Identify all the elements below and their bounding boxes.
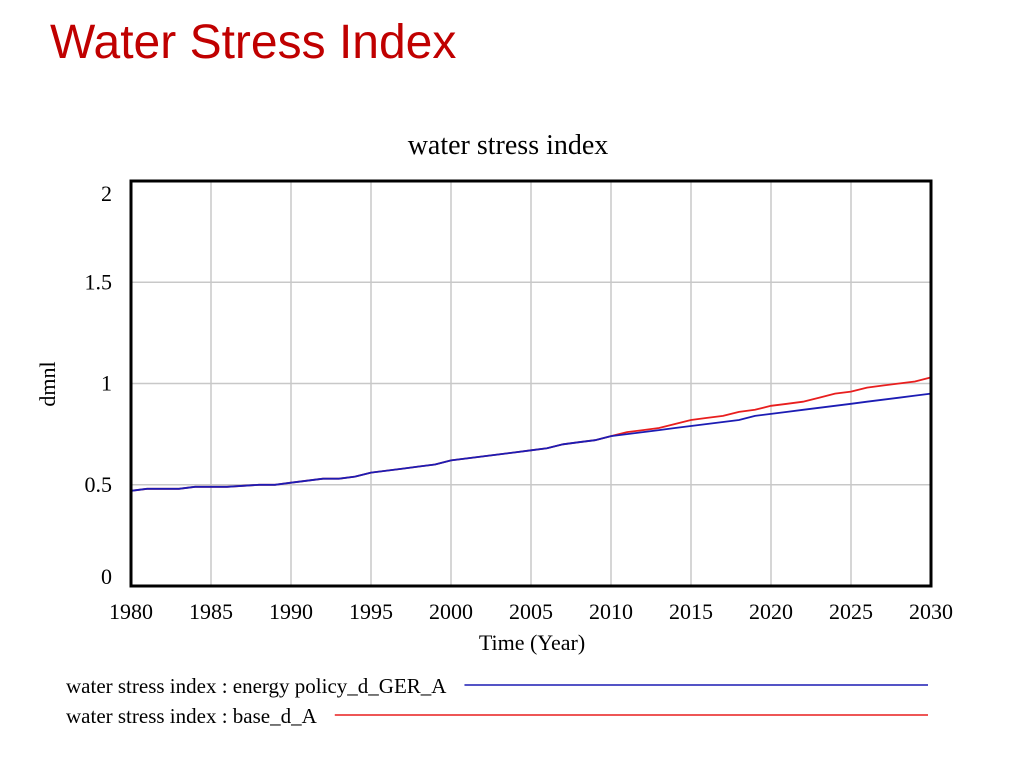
y-tick-label: 2 [101, 181, 112, 206]
y-tick-label: 0.5 [85, 472, 113, 497]
series-line-0 [130, 392, 932, 492]
x-tick-label: 1985 [189, 599, 233, 624]
y-tick-label: 0 [101, 564, 112, 589]
y-axis-ticks: 0 0.5 1 1.5 2 [85, 181, 113, 589]
legend-label-0: water stress index : energy policy_d_GER… [66, 674, 447, 698]
x-axis-label: Time (Year) [479, 630, 585, 655]
x-tick-label: 2030 [909, 599, 953, 624]
x-tick-label: 2010 [589, 599, 633, 624]
series-layer [130, 376, 932, 492]
y-tick-label: 1 [101, 371, 112, 396]
x-tick-label: 1990 [269, 599, 313, 624]
x-tick-label: 2015 [669, 599, 713, 624]
grid [131, 181, 931, 586]
x-tick-label: 2005 [509, 599, 553, 624]
x-tick-label: 2025 [829, 599, 873, 624]
legend-label-1: water stress index : base_d_A [66, 704, 318, 728]
plot-frame [129, 179, 933, 588]
slide-title: Water Stress Index [50, 16, 457, 69]
x-tick-label: 2000 [429, 599, 473, 624]
x-tick-label: 1995 [349, 599, 393, 624]
legend: water stress index : energy policy_d_GER… [66, 674, 928, 728]
x-tick-label: 2020 [749, 599, 793, 624]
y-axis-label: dmnl [35, 361, 60, 406]
x-tick-label: 1980 [109, 599, 153, 624]
y-tick-label: 1.5 [85, 269, 113, 294]
x-axis-ticks: 1980 1985 1990 1995 2000 2005 2010 2015 2020 2025… [109, 599, 953, 624]
chart-title: water stress index [408, 130, 609, 161]
